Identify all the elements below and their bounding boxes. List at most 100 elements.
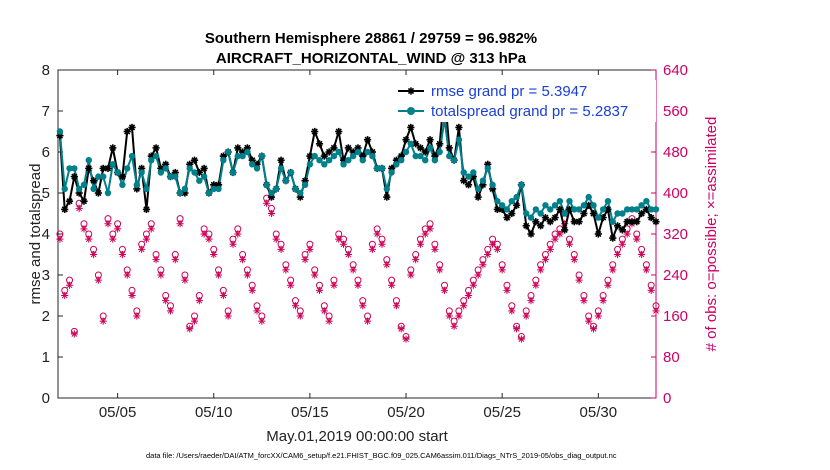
rmse-point xyxy=(402,136,410,144)
obs-assimilated-point xyxy=(416,240,425,248)
spread-point xyxy=(614,210,621,217)
spread-point xyxy=(311,152,318,160)
obs-assimilated-point xyxy=(445,312,453,320)
obs-assimilated-point xyxy=(397,325,405,333)
spread-point xyxy=(460,169,467,176)
obs-assimilated-point xyxy=(642,266,650,274)
rmse-point xyxy=(479,181,487,189)
obs-assimilated-point xyxy=(89,250,98,259)
spread-point xyxy=(378,165,386,172)
obs-assimilated-point xyxy=(214,271,223,279)
x-axis-ticks: 05/05 05/10 05/15 05/20 05/25 05/30 xyxy=(99,70,617,421)
rmse-point xyxy=(85,164,93,172)
spread-point xyxy=(398,157,405,164)
obs-assimilated-point xyxy=(488,240,497,248)
obs-assimilated-point xyxy=(556,230,564,238)
y-tick-label: 7 xyxy=(42,103,50,120)
obs-assimilated-point xyxy=(479,261,487,269)
spread-point xyxy=(518,181,525,188)
y2-tick-label: 80 xyxy=(663,349,680,366)
rmse-point xyxy=(80,197,88,205)
spread-point xyxy=(345,157,352,164)
obs-assimilated-point xyxy=(104,220,112,228)
obs-assimilated-point xyxy=(522,312,530,320)
rmse-point xyxy=(647,214,655,222)
obs-assimilated-point xyxy=(162,297,170,305)
spread-point xyxy=(109,161,117,168)
rmse-point xyxy=(613,222,622,230)
spread-point xyxy=(56,128,64,135)
obs-assimilated-point xyxy=(263,199,271,207)
rmse-point xyxy=(589,209,598,218)
spread-point xyxy=(571,206,578,213)
obs-assimilated-point xyxy=(368,245,376,253)
obs-assimilated-point xyxy=(541,256,550,264)
spread-point xyxy=(196,177,203,184)
obs-assimilated-point xyxy=(85,235,93,243)
rmse-point xyxy=(421,148,429,156)
spread-point xyxy=(647,206,655,213)
obs-assimilated-point xyxy=(503,286,511,294)
obs-assimilated-point xyxy=(243,271,251,279)
obs-assimilated-point xyxy=(498,266,506,274)
obs-assimilated-point xyxy=(190,317,199,325)
obs-assimilated-point xyxy=(325,317,333,325)
rmse-point xyxy=(637,209,646,218)
rmse-point xyxy=(522,222,530,230)
rmse-point xyxy=(407,123,415,131)
spread-point xyxy=(575,206,583,213)
spread-point xyxy=(186,165,193,172)
spread-point xyxy=(234,152,241,160)
rmse-point xyxy=(330,144,338,152)
rmse-point xyxy=(633,218,641,226)
spread-point xyxy=(316,157,323,164)
spread-point xyxy=(128,152,136,160)
spread-point xyxy=(95,173,102,180)
spread-point xyxy=(99,173,107,180)
obs-assimilated-point xyxy=(570,256,578,264)
spread-point xyxy=(373,165,381,172)
data-file-footnote: data file: /Users/raeder/DAI/ATM_forcXX/… xyxy=(146,451,617,460)
spread-point xyxy=(508,198,515,205)
spread-point xyxy=(229,169,237,176)
obs-assimilated-point xyxy=(195,297,203,305)
spread-point xyxy=(167,173,174,180)
rmse-point xyxy=(445,144,453,152)
rmse-point xyxy=(455,123,463,131)
spread-point xyxy=(340,161,347,168)
obs-assimilated-point xyxy=(224,312,232,320)
obs-assimilated-point xyxy=(258,317,266,325)
y-axis-ticks: 0 1 2 3 4 5 6 7 8 xyxy=(42,62,63,407)
obs-assimilated-point xyxy=(637,250,646,259)
rmse-point xyxy=(556,205,564,213)
legend-rmse-label: rmse grand pr = 5.3947 xyxy=(431,83,587,100)
rmse-point xyxy=(335,127,343,136)
rmse-point xyxy=(585,201,593,209)
obs-assimilated-point xyxy=(147,225,155,233)
spread-point xyxy=(643,198,650,205)
spread-point xyxy=(436,148,443,156)
spread-point xyxy=(566,198,573,205)
spread-point xyxy=(633,206,640,213)
spread-point xyxy=(306,161,314,168)
spread-point xyxy=(407,140,415,147)
rmse-point xyxy=(195,168,203,177)
rmse-point xyxy=(503,214,511,222)
spread-point xyxy=(215,185,222,193)
spread-point xyxy=(71,165,78,172)
spread-point xyxy=(537,210,544,217)
y-tick-label: 4 xyxy=(42,226,50,243)
spread-point xyxy=(580,202,588,209)
y-axis-label: rmse and totalspread xyxy=(27,164,44,305)
spread-point xyxy=(494,198,501,205)
spread-point xyxy=(85,157,92,164)
y2-tick-label: 160 xyxy=(663,308,688,325)
rmse-point xyxy=(123,127,131,136)
obs-assimilated-point xyxy=(575,276,583,284)
obs-assimilated-point xyxy=(373,230,381,238)
obs-assimilated-point xyxy=(436,266,444,274)
obs-assimilated-point xyxy=(407,271,415,279)
obs-assimilated-point xyxy=(378,240,386,248)
obs-assimilated-point xyxy=(118,250,127,259)
spread-point xyxy=(330,152,338,160)
